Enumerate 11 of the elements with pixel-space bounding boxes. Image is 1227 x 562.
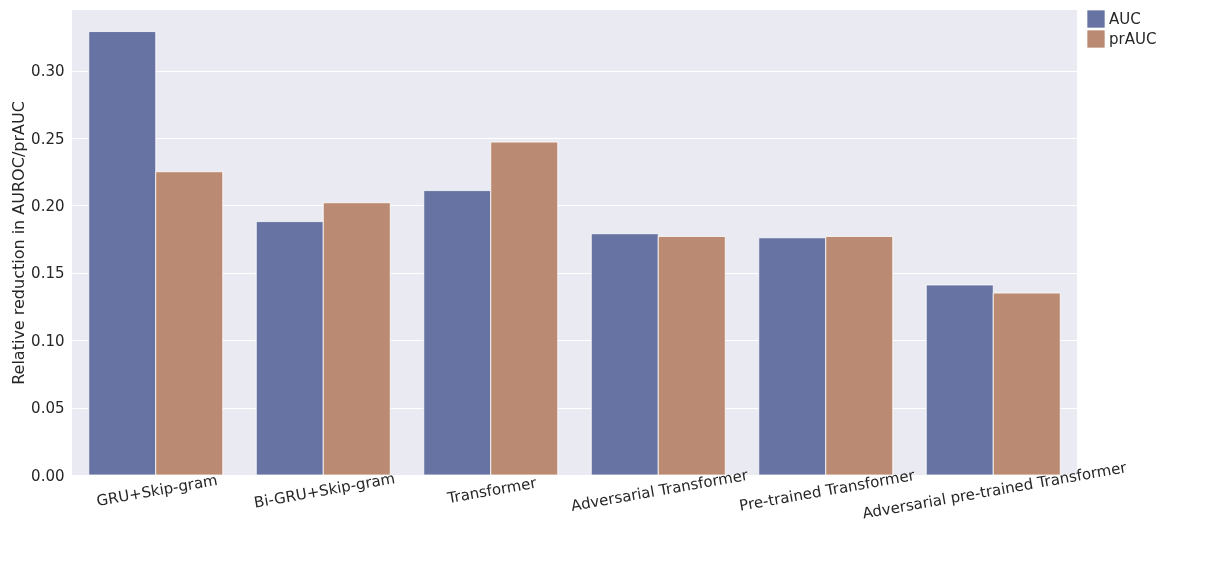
y-tick-label: 0.30 [31,62,65,81]
y-axis-title: Relative reduction in AUROC/prAUC [9,101,29,385]
x-tick-label: Transformer [445,473,539,508]
legend-label: AUC [1109,10,1141,28]
y-tick-label: 0.15 [31,264,65,283]
y-tick-label: 0.20 [31,196,65,215]
y-tick-label: 0.10 [31,331,65,350]
y-tick-label: 0.00 [31,466,65,485]
y-tick-label: 0.05 [31,399,65,418]
legend-label: prAUC [1109,30,1157,48]
y-tick-label: 0.25 [31,129,65,148]
